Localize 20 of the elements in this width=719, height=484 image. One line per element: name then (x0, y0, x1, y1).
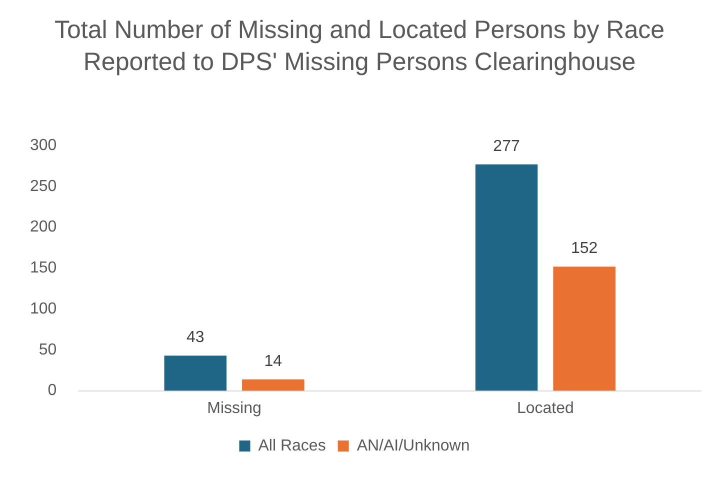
x-tick-label: Located (516, 400, 574, 417)
legend-label: AN/AI/Unknown (356, 437, 470, 454)
y-tick-label: 100 (30, 300, 57, 318)
y-tick-label: 50 (38, 341, 57, 358)
data-label: 277 (493, 138, 520, 155)
data-label: 14 (264, 352, 282, 370)
y-tick-label: 0 (48, 382, 57, 400)
chart-title: Total Number of Missing and Located Persons by Race Reported to DPS' Missing Persons Clearinghouse (53, 15, 666, 78)
bar (475, 164, 538, 391)
x-tick-label: Missing (207, 400, 262, 417)
y-tick-label: 150 (30, 260, 57, 277)
legend-label: All Races (258, 437, 326, 454)
y-tick-label: 300 (30, 137, 57, 154)
bar (242, 379, 304, 391)
y-tick-label: 200 (30, 218, 57, 236)
bar (164, 356, 226, 391)
data-label: 152 (570, 240, 598, 257)
y-tick-label: 250 (30, 178, 57, 195)
bar (553, 266, 616, 391)
data-label: 43 (186, 329, 204, 346)
